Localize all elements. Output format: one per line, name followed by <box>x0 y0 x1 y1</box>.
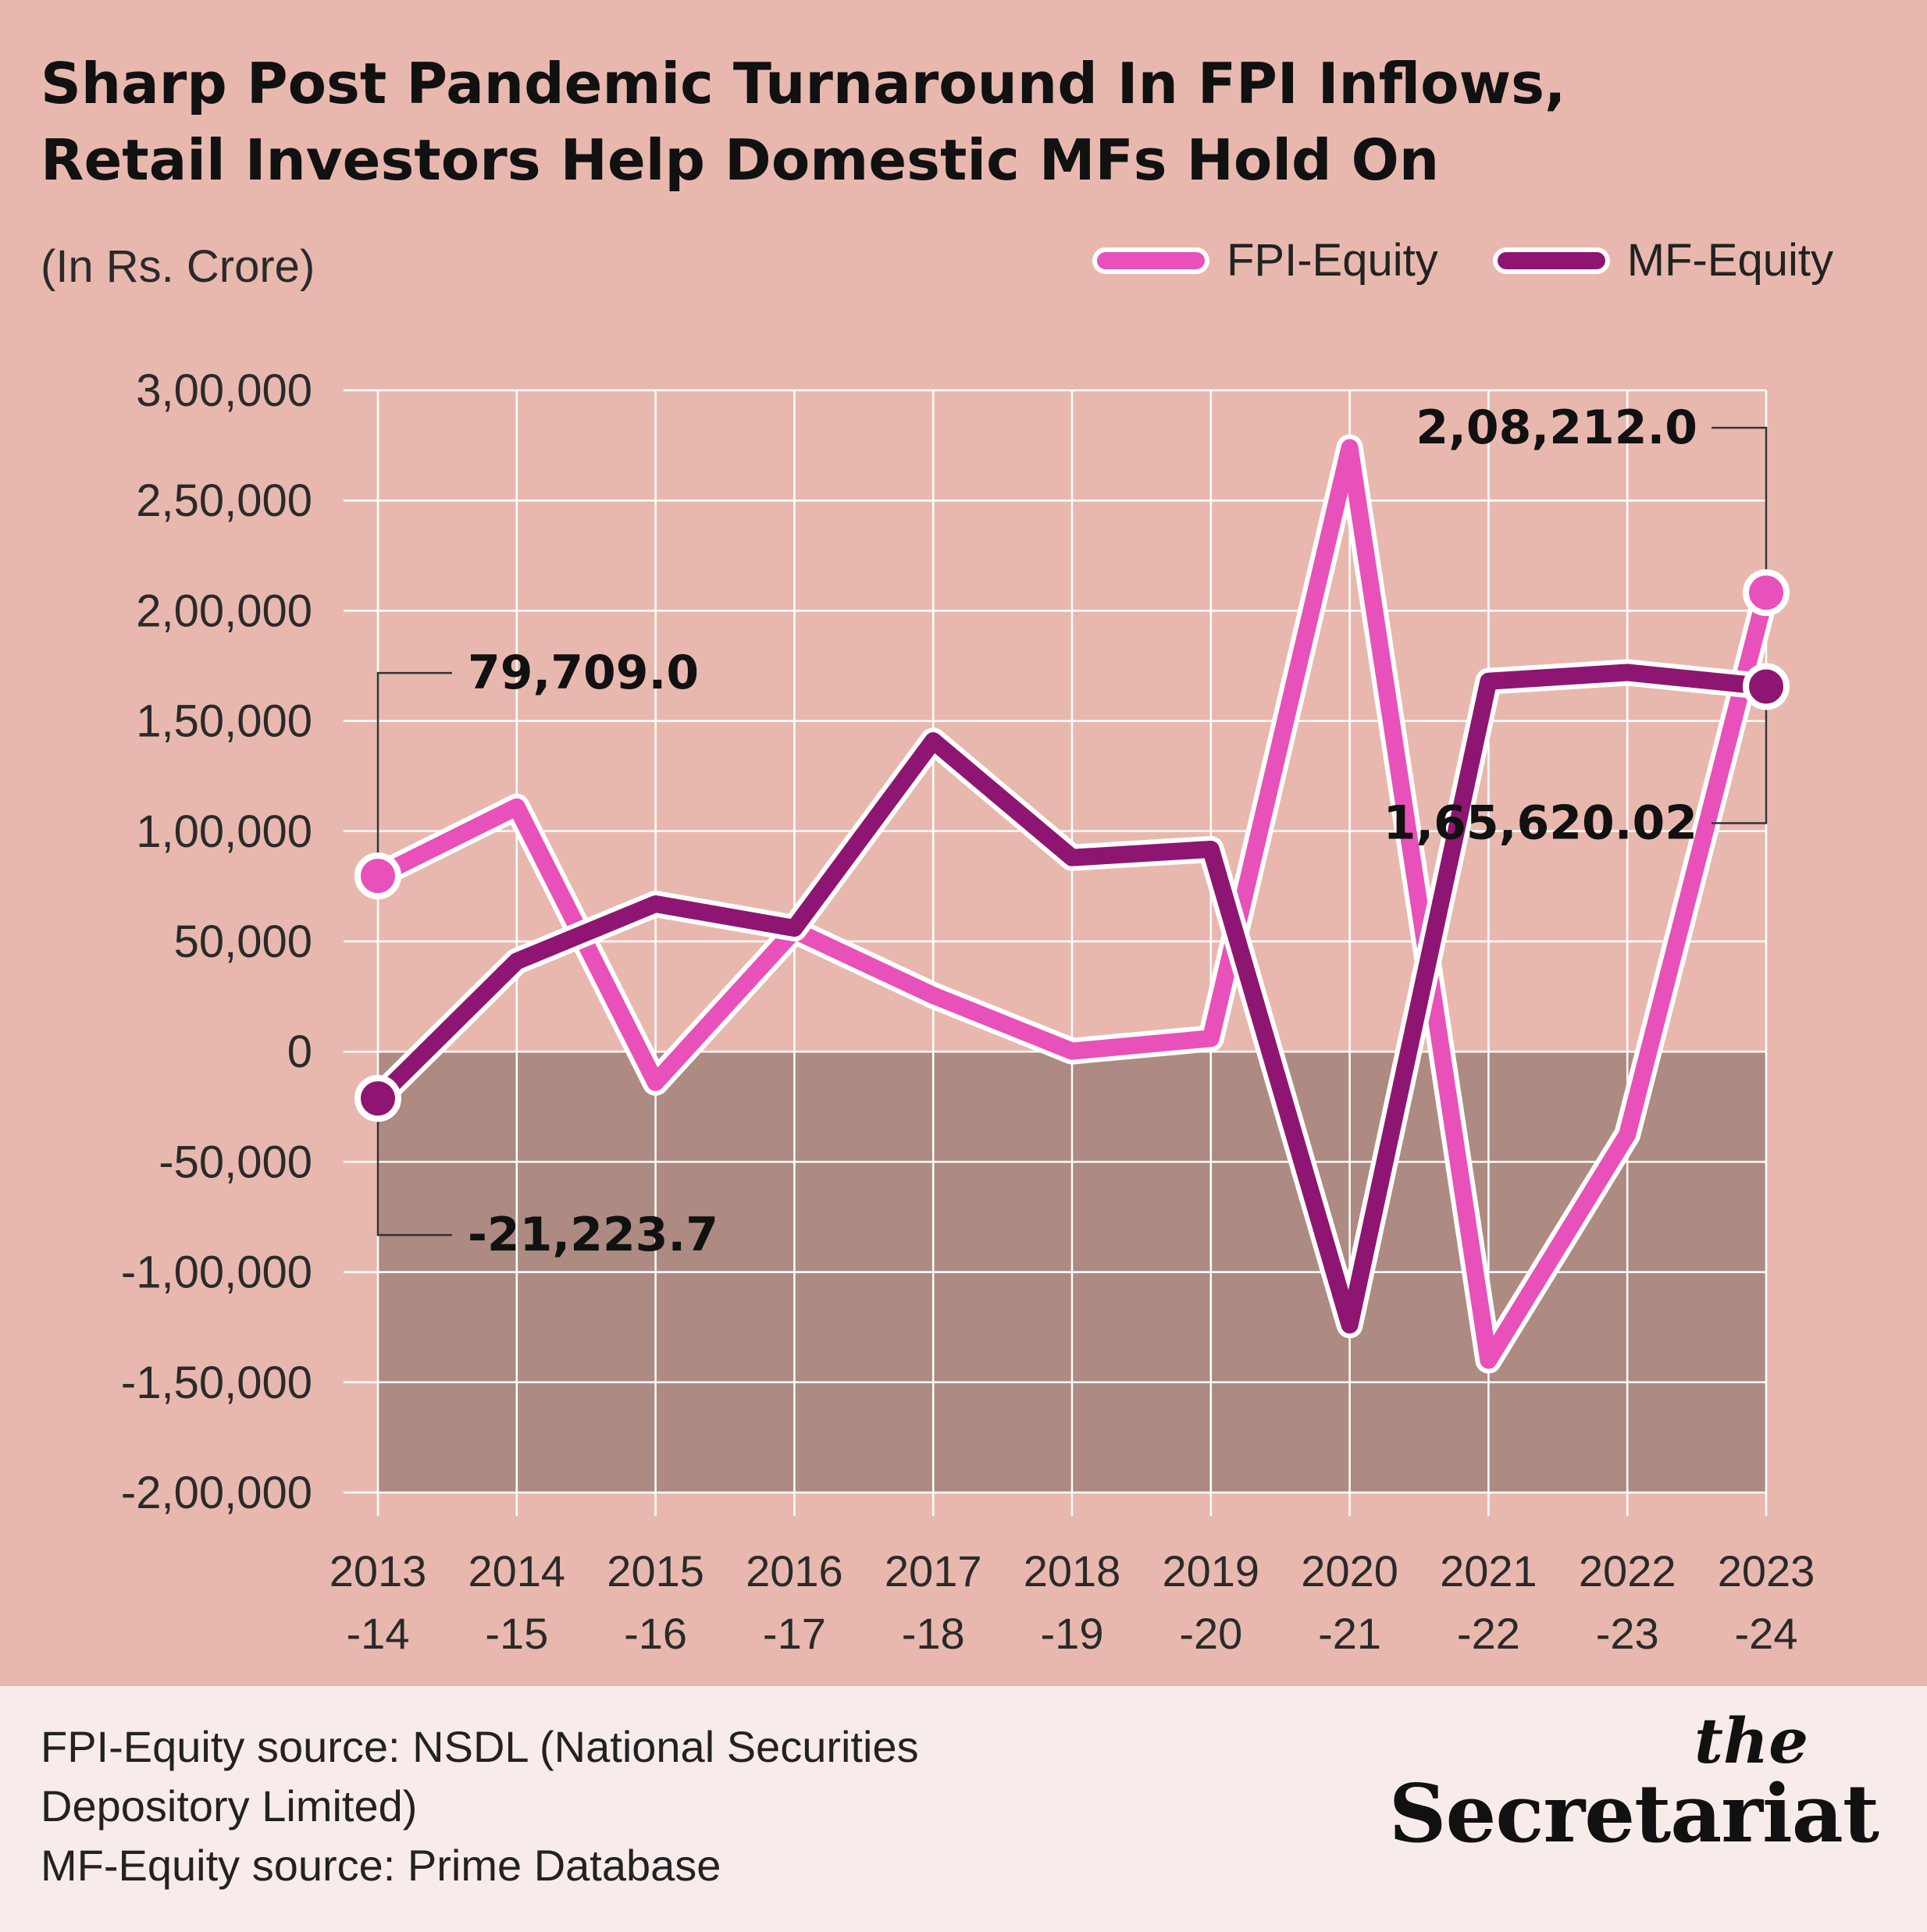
annotation-leader-0 <box>376 671 452 853</box>
x-tick-label-2-0: 2015 <box>607 1546 704 1596</box>
legend-swatch-mf <box>1492 247 1610 274</box>
point-marker-0-0 <box>354 852 401 900</box>
y-tick-label-0: 3,00,000 <box>136 365 312 416</box>
y-tick-label-6: 0 <box>287 1026 312 1077</box>
x-tick-label-6-1: -20 <box>1179 1609 1242 1658</box>
unit-label: (In Rs. Crore) <box>41 241 315 292</box>
source-line-1: FPI-Equity source: NSDL (National Securi… <box>41 1722 919 1771</box>
x-tick-label-9-1: -23 <box>1596 1609 1659 1658</box>
y-tick-label-3: 1,50,000 <box>136 696 312 747</box>
x-tick-label-3-0: 2016 <box>746 1546 843 1596</box>
annotation-label-3: 1,65,620.02 <box>1384 795 1697 850</box>
x-tick-label-1-0: 2014 <box>468 1546 566 1596</box>
chart-title-line-1: Sharp Post Pandemic Turnaround In FPI In… <box>41 51 1566 116</box>
source-line-3: MF-Equity source: Prime Database <box>41 1841 721 1890</box>
x-tick-label-3-1: -17 <box>763 1609 826 1658</box>
x-tick-label-7-0: 2020 <box>1301 1546 1398 1596</box>
chart-panel: Sharp Post Pandemic Turnaround In FPI In… <box>41 45 1836 1658</box>
legend-item-mf: MF-Equity <box>1492 234 1833 286</box>
x-tick-label-5-1: -19 <box>1041 1609 1104 1658</box>
logo-the: the <box>1694 1704 1808 1777</box>
x-tick-label-8-0: 2021 <box>1440 1546 1537 1596</box>
annotation-label-2: 2,08,212.0 <box>1416 400 1697 455</box>
annotation-label-1: -21,223.7 <box>468 1208 718 1262</box>
y-tick-label-10: -2,00,000 <box>121 1468 312 1518</box>
legend-swatch-fpi <box>1092 247 1209 274</box>
y-tick-label-7: -50,000 <box>159 1137 312 1187</box>
x-tick-label-7-1: -21 <box>1318 1609 1381 1658</box>
x-tick-label-0-1: -14 <box>347 1609 410 1658</box>
point-marker-0-10 <box>1743 569 1790 617</box>
x-tick-label-6-0: 2019 <box>1163 1546 1260 1596</box>
chart-title-line-2: Retail Investors Help Domestic MFs Hold … <box>41 127 1440 193</box>
legend-item-fpi: FPI-Equity <box>1092 234 1438 286</box>
x-tick-label-4-1: -18 <box>902 1609 965 1658</box>
legend: FPI-Equity MF-Equity <box>1092 234 1833 286</box>
x-tick-label-10-0: 2023 <box>1718 1546 1815 1596</box>
point-marker-1-10 <box>1743 663 1790 710</box>
series-line-1 <box>369 664 1775 1334</box>
logo-name: Secretariat <box>1388 1767 1879 1861</box>
y-tick-label-2: 2,00,000 <box>136 585 312 636</box>
annotation-leader-2 <box>1712 426 1768 570</box>
point-marker-1-0 <box>354 1075 401 1123</box>
chart-title: Sharp Post Pandemic Turnaround In FPI In… <box>41 45 1836 198</box>
y-tick-label-5: 50,000 <box>174 916 312 967</box>
x-tick-label-0-0: 2013 <box>329 1546 427 1596</box>
x-tick-label-1-1: -15 <box>485 1609 548 1658</box>
x-tick-label-8-1: -22 <box>1457 1609 1520 1658</box>
annotation-label-0: 79,709.0 <box>468 646 699 700</box>
legend-label-fpi: FPI-Equity <box>1226 235 1438 286</box>
x-tick-label-2-1: -16 <box>624 1609 687 1658</box>
y-tick-label-8: -1,00,000 <box>121 1247 312 1298</box>
y-tick-label-9: -1,50,000 <box>121 1357 312 1408</box>
annotation-leader-3 <box>1712 710 1768 824</box>
legend-label-mf: MF-Equity <box>1626 235 1833 286</box>
x-tick-label-5-0: 2018 <box>1024 1546 1121 1596</box>
x-tick-label-9-0: 2022 <box>1579 1546 1676 1596</box>
x-tick-label-10-1: -24 <box>1735 1609 1798 1658</box>
annotation-leader-1 <box>376 1122 452 1236</box>
x-tick-label-4-0: 2017 <box>885 1546 982 1596</box>
series-line-0 <box>369 439 1775 1369</box>
y-tick-label-4: 1,00,000 <box>136 806 312 857</box>
source-line-2: Depository Limited) <box>41 1781 418 1831</box>
line-chart: 3,00,000 2,50,000 2,00,000 1,50,000 1,00,000… <box>121 365 1815 1658</box>
source-notes: FPI-Equity source: NSDL (National Securi… <box>41 1717 1134 1895</box>
brand-logo: the Secretariat <box>1389 1710 1879 1856</box>
footer: FPI-Equity source: NSDL (National Securi… <box>0 1686 1927 1932</box>
y-tick-label-1: 2,50,000 <box>136 475 312 526</box>
